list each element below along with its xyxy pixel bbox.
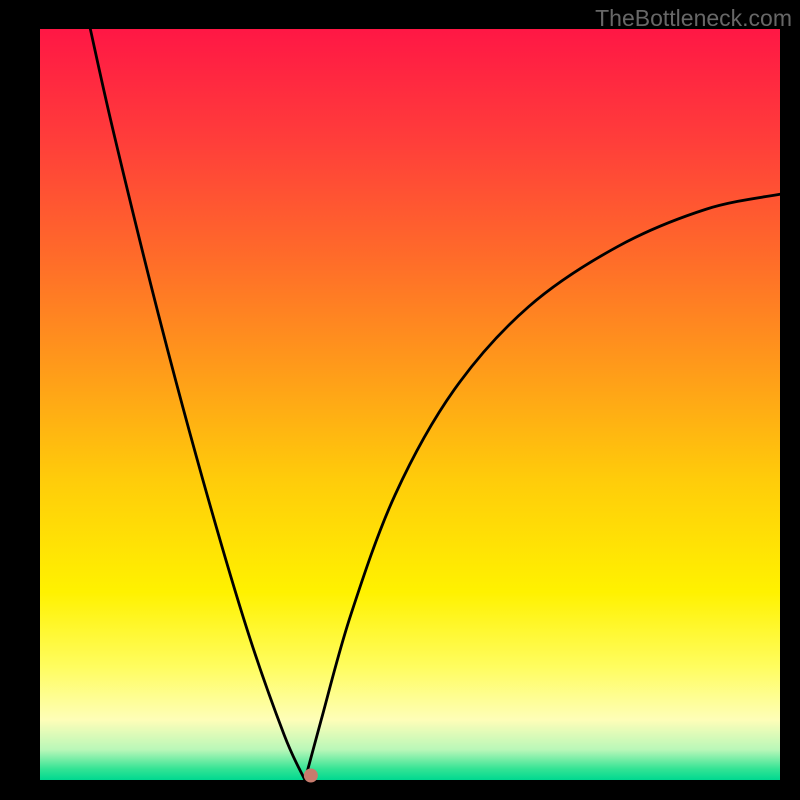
optimal-point-marker [304,768,318,782]
plot-background [40,29,780,780]
watermark-text: TheBottleneck.com [595,5,792,32]
chart-svg [0,0,800,800]
bottleneck-chart: TheBottleneck.com [0,0,800,800]
